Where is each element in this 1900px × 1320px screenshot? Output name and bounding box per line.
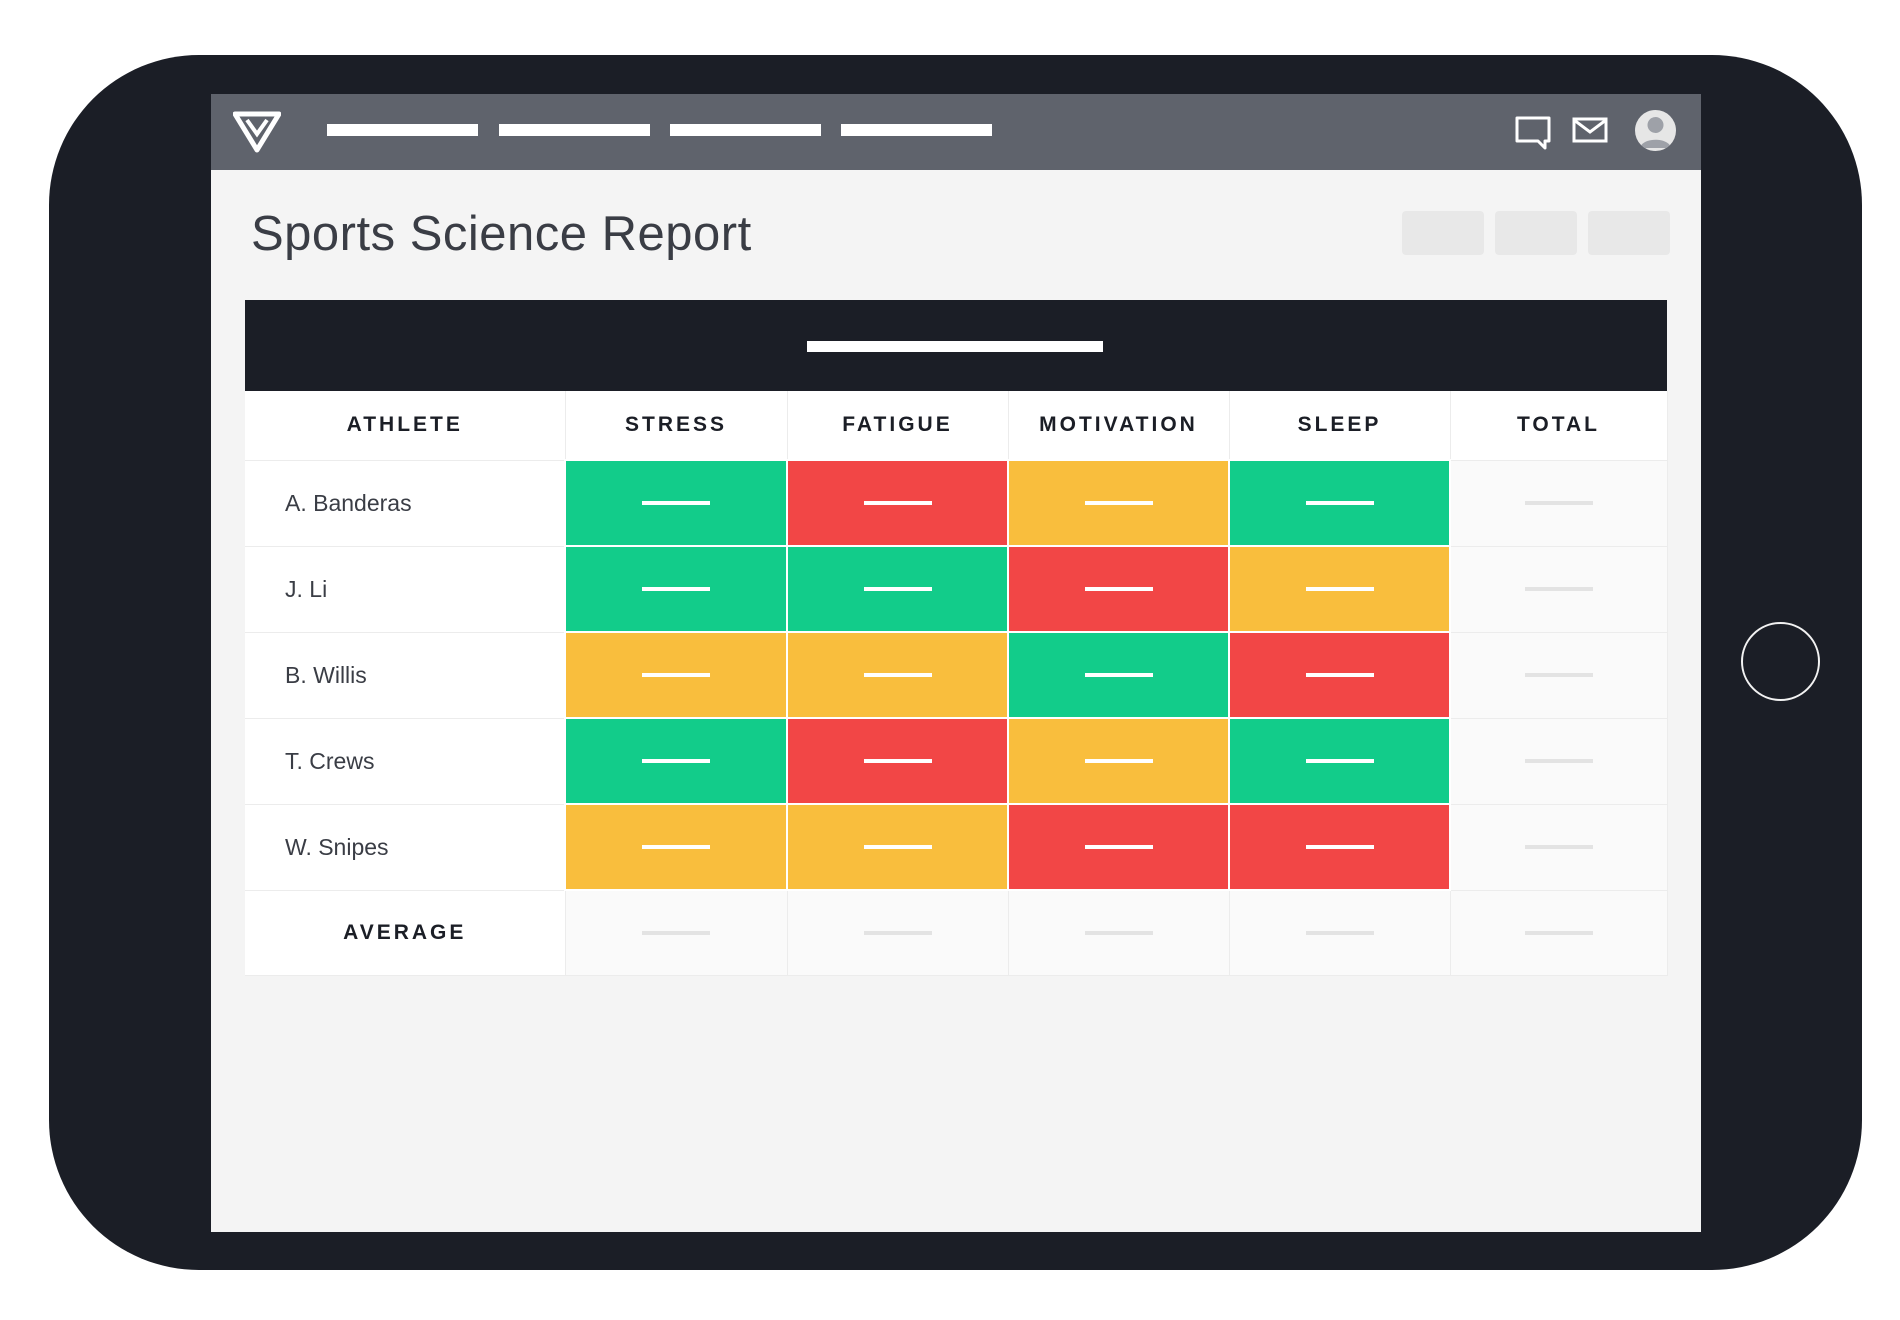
stress-cell [564, 459, 788, 547]
motivation-cell [1007, 459, 1230, 547]
action-button-2[interactable] [1495, 211, 1577, 255]
fatigue-cell [786, 717, 1009, 805]
action-button-1[interactable] [1402, 211, 1484, 255]
value-placeholder [1084, 930, 1153, 935]
column-header-stress[interactable]: STRESS [565, 391, 788, 461]
average-stress-cell [565, 890, 788, 976]
table-row[interactable]: B. Willis [245, 631, 1668, 719]
value-placeholder [1305, 672, 1374, 677]
value-placeholder [863, 844, 932, 849]
report-header [245, 300, 1667, 391]
value-placeholder [1524, 586, 1593, 591]
fatigue-cell [786, 803, 1009, 891]
table-header-row: ATHLETE STRESS FATIGUE MOTIVATION SLEEP … [245, 391, 1668, 461]
motivation-cell [1007, 631, 1230, 719]
value-placeholder [1524, 672, 1593, 677]
chat-icon[interactable] [1515, 116, 1551, 150]
athlete-name: T. Crews [245, 718, 566, 805]
value-placeholder [1305, 930, 1374, 935]
value-placeholder [863, 500, 932, 505]
average-row: AVERAGE [245, 890, 1668, 976]
stress-cell [564, 803, 788, 891]
value-placeholder [1084, 500, 1153, 505]
value-placeholder [863, 586, 932, 591]
stress-cell [564, 717, 788, 805]
stress-cell [564, 545, 788, 633]
value-placeholder [642, 672, 710, 677]
column-header-athlete[interactable]: ATHLETE [245, 391, 566, 461]
nav-link-3[interactable] [670, 124, 821, 136]
athlete-name: W. Snipes [245, 804, 566, 891]
value-placeholder [1305, 586, 1374, 591]
fatigue-cell [786, 631, 1009, 719]
total-cell [1450, 804, 1668, 891]
average-label: AVERAGE [245, 890, 566, 976]
value-placeholder [1084, 672, 1153, 677]
column-header-sleep[interactable]: SLEEP [1229, 391, 1451, 461]
column-header-motivation[interactable]: MOTIVATION [1008, 391, 1230, 461]
total-cell [1450, 460, 1668, 547]
fatigue-cell [786, 459, 1009, 547]
value-placeholder [1084, 844, 1153, 849]
total-cell [1450, 546, 1668, 633]
page-title: Sports Science Report [251, 207, 752, 261]
value-placeholder [863, 672, 932, 677]
value-placeholder [1305, 500, 1374, 505]
brand-logo-icon[interactable] [233, 110, 281, 154]
motivation-cell [1007, 803, 1230, 891]
value-placeholder [642, 500, 710, 505]
home-button[interactable] [1741, 622, 1820, 701]
nav-link-1[interactable] [327, 124, 478, 136]
table-row[interactable]: A. Banderas [245, 459, 1668, 547]
table-row[interactable]: J. Li [245, 545, 1668, 633]
average-motivation-cell [1008, 890, 1230, 976]
total-cell [1450, 632, 1668, 719]
value-placeholder [1084, 586, 1153, 591]
athlete-name: B. Willis [245, 632, 566, 719]
average-fatigue-cell [787, 890, 1009, 976]
value-placeholder [642, 758, 710, 763]
sleep-cell [1228, 631, 1451, 719]
value-placeholder [642, 844, 710, 849]
nav-link-4[interactable] [841, 124, 992, 136]
table-row[interactable]: W. Snipes [245, 803, 1668, 891]
sleep-cell [1228, 803, 1451, 891]
value-placeholder [642, 586, 710, 591]
report-header-title-placeholder [807, 341, 1103, 352]
value-placeholder [1305, 758, 1374, 763]
report-card: ATHLETE STRESS FATIGUE MOTIVATION SLEEP … [245, 300, 1668, 976]
value-placeholder [642, 930, 710, 935]
sleep-cell [1228, 545, 1451, 633]
mail-icon[interactable] [1572, 117, 1608, 143]
user-avatar-icon[interactable] [1635, 110, 1676, 151]
value-placeholder [1084, 758, 1153, 763]
value-placeholder [1524, 500, 1593, 505]
average-sleep-cell [1229, 890, 1451, 976]
sleep-cell [1228, 459, 1451, 547]
sleep-cell [1228, 717, 1451, 805]
value-placeholder [1305, 844, 1374, 849]
action-button-3[interactable] [1588, 211, 1670, 255]
column-header-fatigue[interactable]: FATIGUE [787, 391, 1009, 461]
average-total-cell [1450, 890, 1668, 976]
top-navigation-bar [211, 94, 1701, 170]
value-placeholder [1524, 844, 1593, 849]
fatigue-cell [786, 545, 1009, 633]
value-placeholder [863, 930, 932, 935]
motivation-cell [1007, 545, 1230, 633]
report-table: ATHLETE STRESS FATIGUE MOTIVATION SLEEP … [245, 391, 1668, 976]
value-placeholder [1524, 758, 1593, 763]
value-placeholder [1524, 930, 1593, 935]
table-row[interactable]: T. Crews [245, 717, 1668, 805]
nav-link-2[interactable] [499, 124, 650, 136]
total-cell [1450, 718, 1668, 805]
motivation-cell [1007, 717, 1230, 805]
athlete-name: A. Banderas [245, 460, 566, 547]
app-screen: Sports Science Report ATHLETE STRESS FAT… [211, 94, 1701, 1232]
athlete-name: J. Li [245, 546, 566, 633]
column-header-total[interactable]: TOTAL [1450, 391, 1668, 461]
stress-cell [564, 631, 788, 719]
value-placeholder [863, 758, 932, 763]
